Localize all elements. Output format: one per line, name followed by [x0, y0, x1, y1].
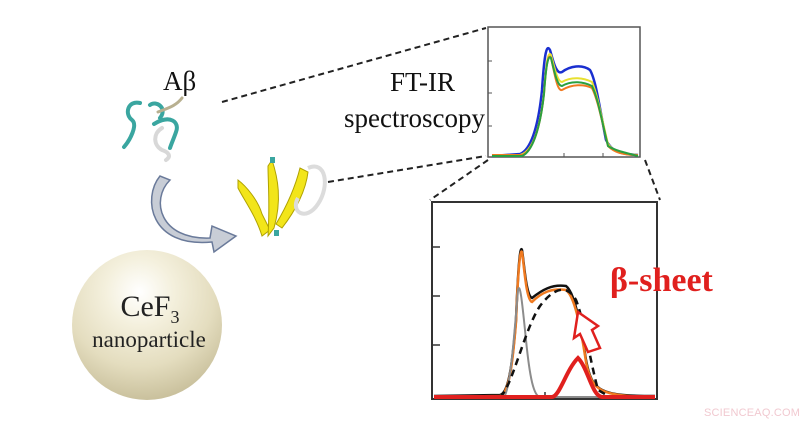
ftir-spectra-chart: [487, 26, 641, 158]
formula-subscript: 3: [170, 307, 180, 327]
nanoparticle-label: nanoparticle: [92, 327, 206, 352]
ftir-label-line1: FT-IR: [389, 67, 456, 97]
abeta-coil-icon: [122, 96, 184, 162]
formula-main: CeF: [120, 290, 171, 323]
connector-lines: [221, 27, 661, 201]
watermark: SCIENCEAQ.COM: [704, 407, 800, 419]
beta-sheet-structure-icon: [237, 157, 327, 238]
cef3-nanoparticle-sphere: [72, 250, 222, 400]
nanoparticle-formula: CeF3: [100, 290, 200, 328]
ftir-label-line2: spectroscopy: [344, 103, 485, 133]
abeta-label: Aβ: [163, 66, 197, 96]
deconvoluted-spectrum-chart: [431, 201, 658, 400]
transition-arrow-icon: [150, 175, 238, 254]
beta-sheet-annotation: β-sheet: [610, 262, 713, 299]
